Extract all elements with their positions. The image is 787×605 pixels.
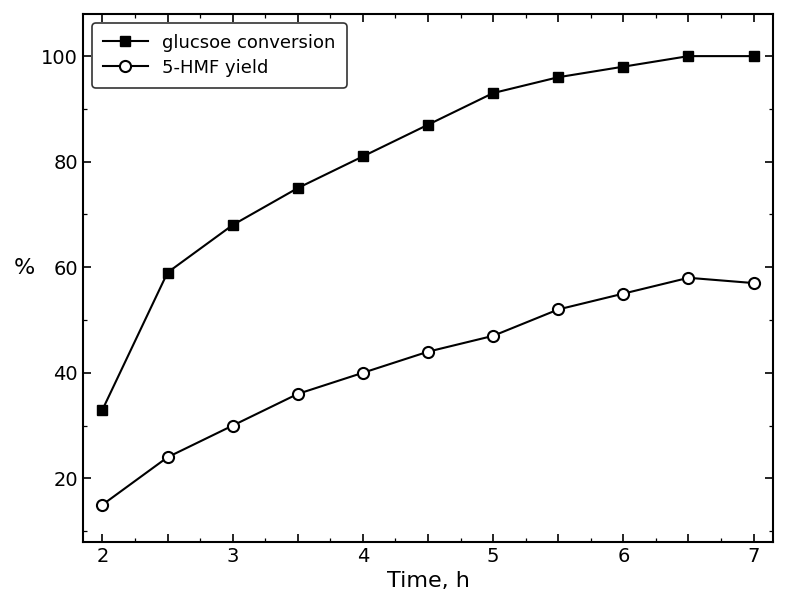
glucsoe conversion [619,63,628,70]
glucsoe conversion [293,185,302,192]
Legend: glucsoe conversion, 5-HMF yield: glucsoe conversion, 5-HMF yield [92,23,346,88]
5-HMF yield [98,501,107,508]
5-HMF yield [553,306,563,313]
5-HMF yield [163,454,172,461]
5-HMF yield [293,390,302,397]
5-HMF yield [619,290,628,297]
glucsoe conversion [98,406,107,413]
Line: glucsoe conversion: glucsoe conversion [98,51,759,414]
glucsoe conversion [684,53,693,60]
glucsoe conversion [228,221,238,229]
Line: 5-HMF yield: 5-HMF yield [97,272,759,510]
X-axis label: Time, h: Time, h [386,571,470,591]
glucsoe conversion [423,121,433,128]
5-HMF yield [489,332,498,339]
glucsoe conversion [553,74,563,81]
Y-axis label: %: % [14,258,35,278]
5-HMF yield [423,348,433,355]
5-HMF yield [228,422,238,429]
5-HMF yield [358,369,368,376]
5-HMF yield [684,274,693,281]
glucsoe conversion [163,269,172,276]
glucsoe conversion [358,153,368,160]
glucsoe conversion [489,90,498,97]
5-HMF yield [749,280,759,287]
glucsoe conversion [749,53,759,60]
